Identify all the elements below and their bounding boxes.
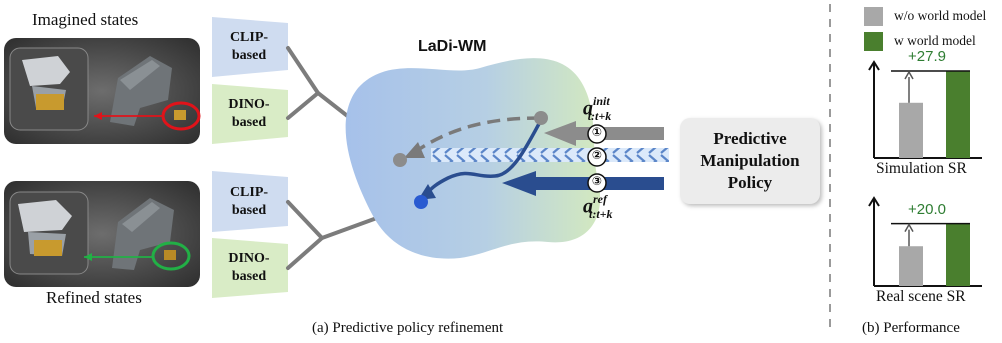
init-action-label: ainitt:t+k [583,94,612,123]
step-1-marker: ① [591,125,603,139]
chart-1-bar-0 [899,246,923,286]
chart-0-y-arrowhead [868,60,880,71]
encoder-dino-top [212,84,288,144]
imagined-states-image [4,38,201,144]
chart-0-bar-1 [946,71,970,158]
chart-0-delta-label: +27.9 [908,48,946,66]
chart-1-delta-label: +20.0 [908,200,946,218]
encoder-clip-top [212,17,288,77]
caption-a: (a) Predictive policy refinement [312,320,504,336]
chart-1-delta-arrowhead [904,223,914,233]
chart-0-delta-arrowhead [904,70,914,80]
imagined-trajectory [404,116,541,158]
legend-swatch-w [864,32,883,51]
encoder-clip-bottom-label: CLIP- based [229,185,269,218]
chart-0-bar-0 [899,102,923,158]
legend-swatch-wo [864,7,883,26]
chart-1-xlabel: Real scene SR [876,288,966,305]
model-title: LaDi-WM [418,38,487,55]
step-2-marker: ② [591,148,603,162]
encoder-dino-top-label: DINO- based [228,97,270,130]
encoder-dino-bottom [212,238,288,298]
encoder-clip-top-label: CLIP- based [229,30,269,63]
performance-charts [868,60,982,287]
predictive-manipulation-policy-box: Predictive Manipulation Policy [680,118,820,204]
ref-action-label: areft:t+k [583,192,613,221]
step-markers [587,124,607,193]
refined-latent-point [414,195,428,209]
imagined-latent-point [393,153,407,167]
chart-1-y-arrowhead [868,196,880,207]
chevron-band [431,148,669,162]
init-latent-point [534,111,548,125]
imagined-states-label: Imagined states [32,10,139,29]
encoder-clip-bottom [212,171,288,232]
chart-1-bar-1 [946,223,970,286]
legend-label-wo: w/o world model [894,8,987,23]
policy-label: Predictive Manipulation Policy [700,129,800,192]
caption-b: (b) Performance [862,320,960,336]
chart-0-xlabel: Simulation SR [876,160,967,177]
refined-states-image [4,181,200,287]
refined-states-label: Refined states [46,288,142,307]
encoder-dino-bottom-label: DINO- based [228,251,270,284]
legend-label-w: w world model [894,33,976,48]
step-3-marker: ③ [591,174,603,188]
